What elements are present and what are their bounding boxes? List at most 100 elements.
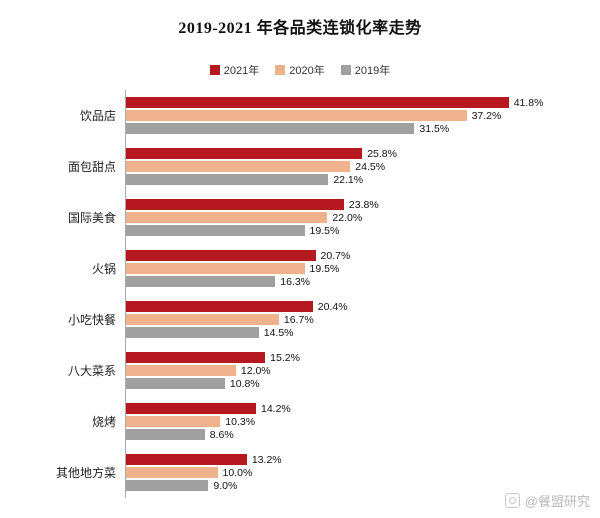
bar-chart: 饮品店 41.8% 37.2% 31.5% 面包甜点 25.8% 24.5% 22.1% 国际美… (26, 90, 600, 498)
value-label: 16.7% (283, 313, 314, 326)
legend-swatch-icon (340, 65, 351, 75)
bar-2020年 (126, 263, 305, 274)
bar-line: 22.1% (126, 173, 538, 186)
bar-line: 13.2% (126, 453, 538, 466)
bar-2020年 (126, 110, 467, 121)
value-label: 13.2% (251, 453, 282, 466)
category-label: 小吃快餐 (67, 313, 116, 327)
bar-2020年 (126, 467, 218, 478)
bar-line: 41.8% (126, 96, 543, 109)
bar-2019年 (126, 378, 225, 389)
value-label: 25.8% (367, 147, 397, 160)
bar-2021年 (126, 148, 363, 159)
bar-2019年 (126, 480, 209, 491)
category-row: 饮品店 41.8% 37.2% 31.5% (26, 90, 600, 141)
bar-line: 31.5% (126, 122, 538, 135)
legend-label: 2020年 (289, 65, 325, 77)
value-label: 10.3% (225, 415, 256, 428)
category-row: 面包甜点 25.8% 24.5% 22.1% (26, 141, 600, 192)
legend-label: 2021年 (223, 65, 260, 77)
value-label: 15.2% (270, 351, 300, 364)
value-label: 9.0% (213, 479, 238, 492)
bar-2019年 (126, 429, 205, 440)
bar-line: 16.3% (126, 275, 538, 288)
bar-group: 41.8% 37.2% 31.5% (125, 90, 543, 141)
bar-line: 25.8% (126, 147, 538, 160)
bar-line: 37.2% (126, 109, 538, 122)
bar-2021年 (126, 352, 266, 363)
value-label: 20.7% (320, 249, 351, 262)
bar-2020年 (126, 212, 328, 223)
value-label: 41.8% (513, 96, 544, 109)
bar-line: 10.0% (126, 466, 538, 479)
category-label: 其他地方菜 (55, 466, 116, 480)
category-row: 国际美食 23.8% 22.0% 19.5% (26, 192, 600, 243)
bar-line: 15.2% (126, 351, 538, 364)
bar-line: 14.2% (126, 402, 538, 415)
bar-line: 8.6% (126, 428, 538, 441)
value-label: 24.5% (355, 160, 386, 173)
legend: 2021年 2020年 2019年 (0, 62, 600, 78)
legend-item: 2019年 (340, 62, 391, 78)
watermark: @餐盟研究 (504, 491, 590, 510)
value-label: 16.3% (280, 275, 311, 288)
bar-group: 13.2% 10.0% 9.0% (125, 447, 538, 498)
value-label: 10.8% (229, 377, 260, 390)
value-label: 22.0% (332, 211, 363, 224)
bar-line: 23.8% (126, 198, 538, 211)
bar-2021年 (126, 301, 313, 312)
bar-line: 9.0% (126, 479, 538, 492)
legend-label: 2019年 (354, 65, 391, 77)
bar-2019年 (126, 123, 415, 134)
category-label: 国际美食 (67, 211, 116, 225)
category-label: 八大菜系 (67, 364, 116, 378)
value-label: 37.2% (471, 109, 502, 122)
bar-line: 12.0% (126, 364, 538, 377)
bar-2019年 (126, 225, 305, 236)
bar-group: 14.2% 10.3% 8.6% (125, 396, 538, 447)
category-row: 小吃快餐 20.4% 16.7% 14.5% (26, 294, 600, 345)
chart-page: 2019-2021 年各品类连锁化率走势 2021年 2020年 2019年 饮品店… (0, 20, 600, 509)
bar-2021年 (126, 199, 344, 210)
value-label: 19.5% (309, 262, 340, 275)
bar-2021年 (126, 97, 509, 108)
category-row: 八大菜系 15.2% 12.0% 10.8% (26, 345, 600, 396)
bar-2020年 (126, 416, 221, 427)
bar-2021年 (126, 454, 247, 465)
bar-group: 15.2% 12.0% 10.8% (125, 345, 538, 396)
value-label: 31.5% (419, 122, 450, 135)
value-label: 14.2% (261, 402, 291, 415)
watermark-logo-icon (504, 493, 520, 508)
legend-item: 2020年 (275, 62, 325, 78)
bar-line: 10.8% (126, 377, 538, 390)
bar-line: 20.7% (126, 249, 538, 262)
value-label: 22.1% (333, 173, 364, 186)
category-label: 面包甜点 (67, 160, 116, 174)
bar-group: 20.4% 16.7% 14.5% (125, 294, 538, 345)
chart-title: 2019-2021 年各品类连锁化率走势 (178, 20, 422, 37)
bar-2021年 (126, 403, 256, 414)
bar-line: 19.5% (126, 262, 538, 275)
bar-group: 20.7% 19.5% 16.3% (125, 243, 538, 294)
bar-2021年 (126, 250, 316, 261)
bar-2020年 (126, 314, 279, 325)
legend-swatch-icon (209, 65, 220, 75)
bar-2019年 (126, 276, 276, 287)
bar-2019年 (126, 174, 329, 185)
value-label: 12.0% (240, 364, 271, 377)
bar-2019年 (126, 327, 259, 338)
bar-line: 10.3% (126, 415, 538, 428)
legend-item: 2021年 (209, 62, 260, 78)
value-label: 8.6% (209, 428, 234, 441)
legend-swatch-icon (275, 65, 286, 75)
bar-2020年 (126, 365, 236, 376)
category-row: 烧烤 14.2% 10.3% 8.6% (26, 396, 600, 447)
bar-line: 22.0% (126, 211, 538, 224)
value-label: 14.5% (263, 326, 294, 339)
bar-line: 16.7% (126, 313, 538, 326)
category-row: 其他地方菜 13.2% 10.0% 9.0% (26, 447, 600, 498)
bar-group: 25.8% 24.5% 22.1% (125, 141, 538, 192)
bar-line: 14.5% (126, 326, 538, 339)
bar-line: 19.5% (126, 224, 538, 237)
value-label: 23.8% (348, 198, 379, 211)
